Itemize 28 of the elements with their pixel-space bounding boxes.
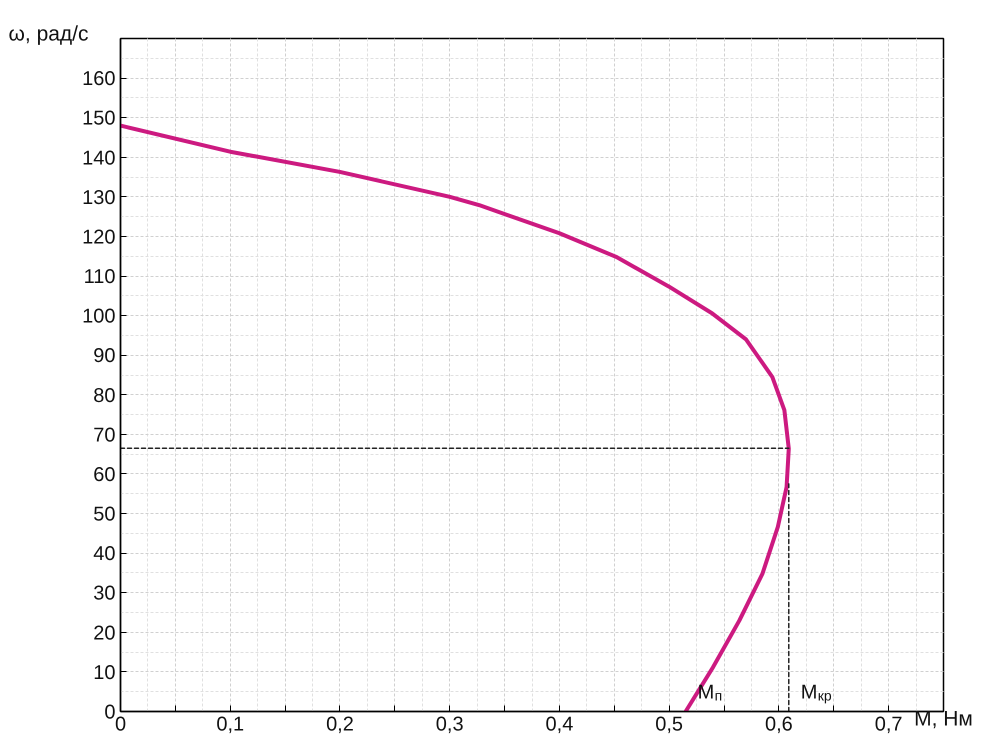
y-tick-label: 160 bbox=[82, 68, 116, 90]
y-tick-label: 90 bbox=[93, 345, 116, 368]
y-tick-label: 50 bbox=[93, 504, 116, 526]
annotation: Mп bbox=[698, 682, 722, 704]
x-tick-label: 0,7 bbox=[874, 714, 903, 736]
y-tick-label: 100 bbox=[82, 306, 116, 328]
y-tick-label: 60 bbox=[93, 464, 116, 486]
x-tick-label: 0,3 bbox=[436, 714, 464, 736]
y-tick-label: 130 bbox=[82, 186, 116, 209]
line-series bbox=[120, 124, 791, 712]
x-tick-label: 0,6 bbox=[765, 714, 793, 736]
y-axis-title: ω, рад/с bbox=[8, 22, 89, 46]
y-tick-label: 70 bbox=[93, 424, 116, 446]
y-tick-label: 20 bbox=[93, 622, 116, 644]
y-tick-label: 140 bbox=[82, 147, 116, 170]
y-tick-label: 80 bbox=[93, 384, 116, 407]
x-tick-label: 0,1 bbox=[216, 714, 244, 736]
y-tick-label: 110 bbox=[84, 266, 116, 288]
y-tick-label: 10 bbox=[93, 662, 116, 684]
x-axis-title: M, Нм bbox=[914, 708, 973, 730]
x-tick-label: 0,2 bbox=[326, 714, 354, 736]
x-tick-label: 0,4 bbox=[546, 714, 574, 736]
y-tick-label: 40 bbox=[93, 543, 116, 566]
y-tick-label: 120 bbox=[82, 226, 116, 248]
annotation: Mкр bbox=[800, 682, 832, 704]
y-tick-label: 150 bbox=[82, 108, 116, 130]
y-tick-label: 30 bbox=[93, 582, 116, 605]
x-tick-label: 0,5 bbox=[655, 714, 684, 736]
